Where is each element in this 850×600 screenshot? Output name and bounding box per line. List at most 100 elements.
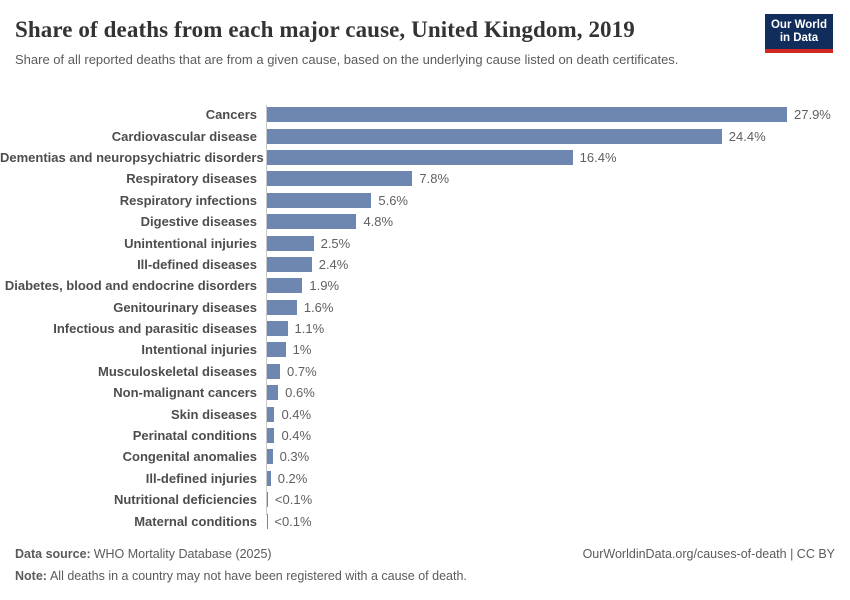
bar (267, 192, 372, 208)
bar-zone: 16.4% (262, 149, 850, 165)
bar-zone: 0.7% (262, 363, 850, 379)
bar-zone: 5.6% (262, 192, 850, 208)
value-label: 0.4% (281, 406, 312, 422)
category-label: Nutritional deficiencies (113, 492, 257, 508)
chart-row: Congenital anomalies 0.3% (0, 446, 850, 467)
category-label: Cardiovascular disease (111, 128, 257, 144)
owid-logo[interactable]: Our World in Data (764, 14, 833, 53)
bar-zone: 24.4% (262, 128, 850, 144)
bar-zone: 0.2% (262, 470, 850, 486)
bar-zone: 0.4% (262, 406, 850, 422)
bar (267, 149, 573, 165)
bar-chart: Cancers 27.9% Cardiovascular disease 24.4% D… (0, 104, 850, 532)
bar (267, 363, 281, 379)
chart-footer: Data source: WHO Mortality Database (2025… (15, 547, 835, 584)
bar-zone: 7.8% (262, 171, 850, 187)
value-label: 27.9% (794, 107, 831, 123)
category-label: Diabetes, blood and endocrine disorders (4, 278, 257, 294)
chart-row: Musculoskeletal diseases 0.7% (0, 361, 850, 382)
bar (267, 278, 303, 294)
credit-link[interactable]: OurWorldinData.org/causes-of-death | CC … (582, 547, 835, 561)
value-label: 5.6% (378, 192, 408, 208)
bar-zone: 2.5% (262, 235, 850, 251)
chart-row: Digestive diseases 4.8% (0, 211, 850, 232)
bar (267, 385, 279, 401)
value-label: 0.3% (279, 449, 310, 465)
chart-row: Non-malignant cancers 0.6% (0, 382, 850, 403)
bar-zone: <0.1% (262, 513, 850, 529)
bar (267, 470, 271, 486)
chart-row: Diabetes, blood and endocrine disorders 1… (0, 275, 850, 296)
value-label: 2.4% (318, 256, 349, 272)
note-label: Note: (15, 569, 47, 583)
bar (267, 214, 357, 230)
bar-zone: 0.3% (262, 449, 850, 465)
category-label: Unintentional injuries (124, 235, 257, 251)
chart-subtitle: Share of all reported deaths that are fr… (15, 52, 679, 67)
bar (267, 128, 722, 144)
value-label: 0.4% (281, 428, 312, 444)
bar (267, 406, 275, 422)
category-label: Digestive diseases (140, 214, 257, 230)
category-label: Genitourinary diseases (113, 299, 257, 315)
category-label: Respiratory infections (119, 192, 257, 208)
category-label: Intentional injuries (141, 342, 257, 358)
value-label: 16.4% (579, 149, 617, 165)
bar-zone: 1.9% (262, 278, 850, 294)
category-label: Non-malignant cancers (113, 385, 257, 401)
bar-zone: 1.1% (262, 321, 850, 337)
bar-rows: Cancers 27.9% Cardiovascular disease 24.4% D… (0, 104, 850, 532)
value-label: 0.7% (287, 363, 317, 379)
category-label: Respiratory diseases (126, 171, 257, 187)
value-label: 24.4% (728, 128, 766, 144)
bar (267, 342, 286, 358)
chart-row: Cardiovascular disease 24.4% (0, 125, 850, 146)
bar (267, 171, 413, 187)
value-label: 1% (292, 342, 312, 358)
category-label: Skin diseases (171, 406, 257, 422)
category-label: Ill-defined injuries (145, 470, 257, 486)
value-label: <0.1% (274, 492, 313, 508)
chart-row: Intentional injuries 1% (0, 339, 850, 360)
chart-row: Maternal conditions <0.1% (0, 510, 850, 531)
data-source: Data source: WHO Mortality Database (2025… (15, 547, 272, 562)
data-source-text: WHO Mortality Database (2025) (93, 547, 272, 561)
bar (267, 321, 288, 337)
bar-zone: 27.9% (262, 107, 850, 123)
note-text: All deaths in a country may not have bee… (49, 569, 467, 583)
value-label: 1.9% (309, 278, 340, 294)
category-label: Congenital anomalies (122, 449, 257, 465)
bar-zone: <0.1% (262, 492, 850, 508)
bar (267, 492, 268, 508)
bar-zone: 2.4% (262, 256, 850, 272)
chart-row: Skin diseases 0.4% (0, 403, 850, 424)
bar-zone: 1.6% (262, 299, 850, 315)
bar (267, 428, 275, 444)
note: Note: All deaths in a country may not hav… (15, 569, 835, 584)
bar-zone: 0.4% (262, 428, 850, 444)
bar-zone: 4.8% (262, 214, 850, 230)
chart-title: Share of deaths from each major cause, U… (15, 17, 635, 42)
value-label: 0.6% (285, 385, 315, 401)
chart-row: Nutritional deficiencies <0.1% (0, 489, 850, 510)
value-label: <0.1% (274, 513, 312, 529)
category-label: Perinatal conditions (132, 428, 257, 444)
chart-row: Cancers 27.9% (0, 104, 850, 125)
data-source-label: Data source: (15, 547, 91, 561)
bar-zone: 0.6% (262, 385, 850, 401)
bar (267, 256, 312, 272)
owid-logo-line2: in Data (779, 32, 819, 44)
category-label: Ill-defined diseases (137, 256, 257, 272)
category-label: Dementias and neuropsychiatric disorders (0, 149, 264, 165)
bar-zone: 1% (262, 342, 850, 358)
value-label: 2.5% (320, 235, 351, 251)
chart-row: Perinatal conditions 0.4% (0, 425, 850, 446)
chart-row: Infectious and parasitic diseases 1.1% (0, 318, 850, 339)
chart-row: Respiratory diseases 7.8% (0, 168, 850, 189)
category-label: Maternal conditions (134, 513, 257, 529)
value-label: 1.6% (303, 299, 334, 315)
category-label: Musculoskeletal diseases (98, 363, 257, 379)
chart-row: Ill-defined diseases 2.4% (0, 254, 850, 275)
value-label: 4.8% (363, 214, 394, 230)
category-label: Cancers (205, 107, 257, 123)
